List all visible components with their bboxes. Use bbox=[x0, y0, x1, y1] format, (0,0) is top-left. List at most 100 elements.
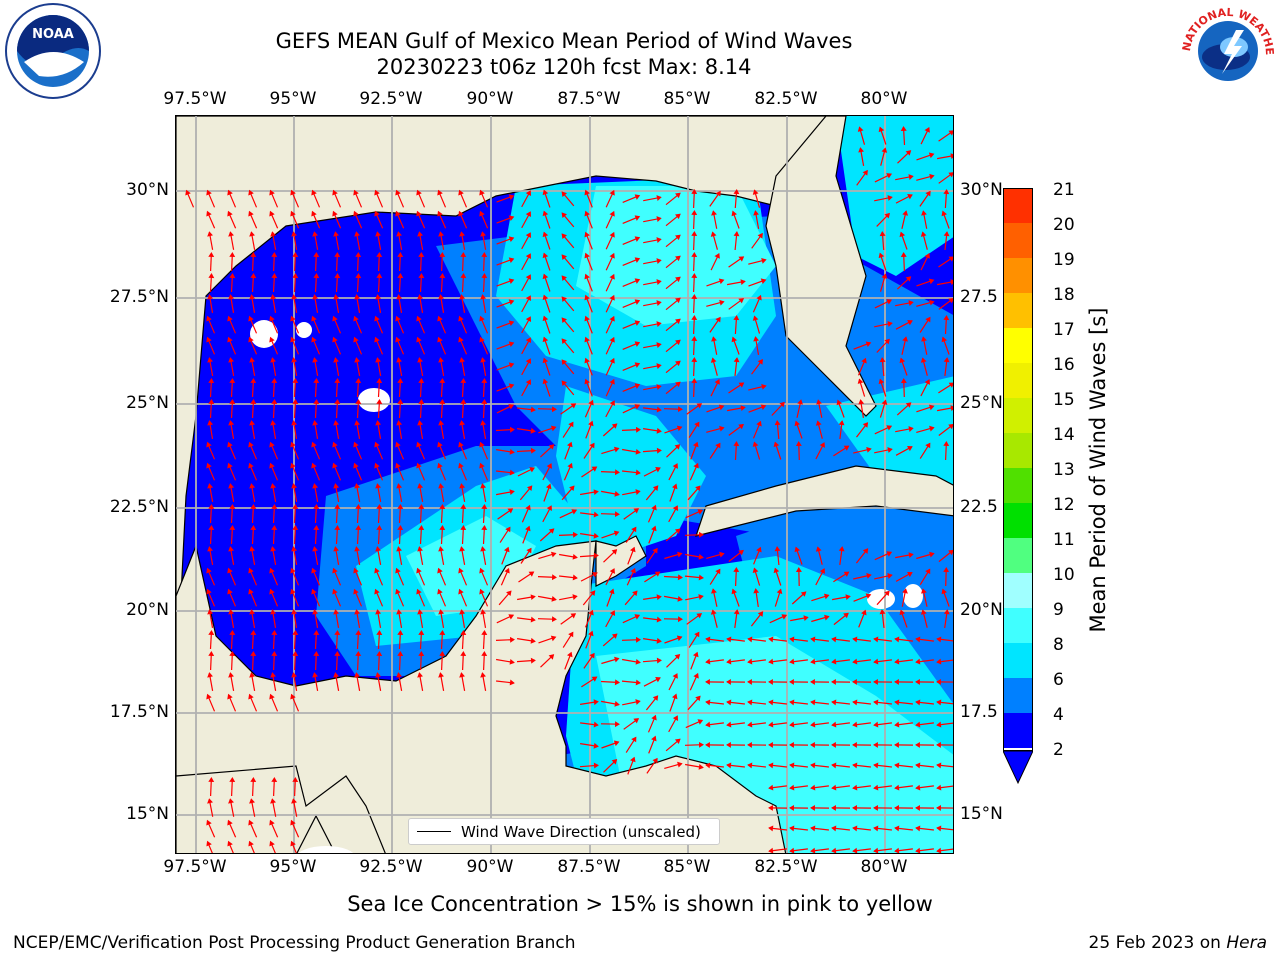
wave-arrow-head bbox=[292, 777, 299, 783]
wave-arrow-head bbox=[375, 231, 381, 237]
wave-arrow-head bbox=[852, 805, 858, 811]
colorbar-segment bbox=[1003, 258, 1033, 293]
wave-arrow-head bbox=[920, 231, 927, 237]
colorbar-tick-label: 10 bbox=[1053, 565, 1075, 585]
wave-arrow-head bbox=[530, 406, 536, 413]
wave-arrow-head bbox=[207, 357, 213, 363]
wave-arrow-head bbox=[460, 525, 467, 531]
wave-arrow-head bbox=[508, 215, 515, 222]
wave-arrow-head bbox=[480, 609, 487, 615]
wave-arrow-head bbox=[584, 336, 590, 343]
wave-arrow-head bbox=[397, 252, 404, 258]
wave-arrow-head bbox=[900, 126, 907, 132]
wave-arrow-head bbox=[396, 420, 403, 426]
wave-arrow-head bbox=[206, 462, 212, 469]
wave-arrow-head bbox=[354, 546, 360, 552]
wave-arrow-head bbox=[810, 699, 816, 706]
wave-arrow-head bbox=[884, 590, 890, 597]
wave-arrow-head bbox=[584, 189, 590, 196]
wave-arrow-head bbox=[886, 299, 892, 305]
lon-tick-top: 95°W bbox=[269, 89, 317, 109]
wave-arrow-head bbox=[333, 483, 340, 489]
wave-arrow-head bbox=[656, 279, 662, 285]
wave-arrow-head bbox=[929, 551, 935, 558]
wave-arrow-head bbox=[692, 651, 699, 658]
wave-arrow-head bbox=[355, 651, 362, 657]
wave-arrow-head bbox=[334, 630, 341, 636]
wave-arrow-head bbox=[915, 658, 921, 665]
wave-arrow-head bbox=[479, 336, 485, 343]
wave-arrow-head bbox=[768, 784, 774, 791]
wave-arrow-head bbox=[353, 441, 359, 448]
colorbar-tick-label: 15 bbox=[1053, 390, 1075, 410]
wave-arrow-head bbox=[334, 525, 341, 531]
wave-arrow-head bbox=[656, 342, 662, 348]
wave-arrow-head bbox=[584, 357, 590, 364]
wave-arrow-head bbox=[921, 210, 927, 216]
wave-arrow-head bbox=[459, 672, 465, 678]
wave-arrow-head bbox=[711, 336, 717, 342]
wave-arrow-head bbox=[459, 231, 465, 237]
wave-arrow-head bbox=[948, 172, 953, 178]
wave-arrow-head bbox=[886, 173, 892, 179]
wave-arrow-head bbox=[714, 253, 720, 259]
wave-arrow-head bbox=[529, 467, 535, 473]
wave-arrow-head bbox=[726, 762, 732, 769]
wave-arrow-head bbox=[752, 441, 759, 447]
wave-arrow-head bbox=[936, 762, 942, 769]
wave-arrow-head bbox=[437, 210, 443, 217]
wave-arrow-head bbox=[418, 378, 425, 384]
wave-arrow-head bbox=[546, 483, 552, 490]
wave-arrow-head bbox=[810, 742, 815, 748]
wave-arrow-head bbox=[908, 174, 914, 180]
wave-arrow-head bbox=[249, 357, 255, 363]
wave-arrow-head bbox=[550, 425, 557, 432]
colorbar-tick-label: 4 bbox=[1053, 705, 1064, 725]
wave-arrow-head bbox=[773, 441, 780, 448]
wave-arrow-head bbox=[333, 420, 340, 426]
wave-arrow-head bbox=[525, 379, 532, 385]
wave-arrow-head bbox=[334, 399, 341, 405]
wave-arrow-head bbox=[354, 672, 360, 678]
wave-arrow-head bbox=[248, 210, 254, 217]
wave-arrow-head bbox=[635, 699, 641, 705]
wave-arrow-head bbox=[631, 526, 637, 533]
wave-arrow-head bbox=[227, 189, 233, 196]
wave-arrow-head bbox=[738, 549, 744, 556]
wave-arrow-head bbox=[207, 546, 213, 552]
wave-arrow-head bbox=[879, 609, 886, 615]
wave-arrow-head bbox=[634, 383, 641, 389]
wave-arrow-head bbox=[438, 420, 445, 426]
wave-arrow-head bbox=[566, 441, 573, 448]
wave-arrow-head bbox=[561, 254, 567, 261]
wave-arrow-head bbox=[332, 189, 338, 196]
wave-arrow-head bbox=[479, 567, 485, 574]
wave-arrow-head bbox=[733, 315, 740, 321]
colorbar-segment bbox=[1003, 398, 1033, 433]
map-legend: Wind Wave Direction (unscaled) bbox=[408, 818, 720, 845]
wave-arrow-head bbox=[376, 252, 383, 258]
wave-arrow-head bbox=[655, 467, 661, 473]
wave-arrow-head bbox=[505, 526, 511, 533]
wave-arrow-head bbox=[395, 315, 401, 322]
wave-arrow-head bbox=[632, 590, 638, 597]
wave-arrow-head bbox=[208, 399, 215, 405]
wave-arrow-head bbox=[208, 525, 215, 531]
colorbar-tick-label: 8 bbox=[1053, 635, 1064, 655]
wave-arrow-head bbox=[719, 551, 725, 558]
wave-arrow-head bbox=[481, 630, 488, 636]
wave-arrow-head bbox=[789, 658, 795, 665]
wave-arrow-head bbox=[438, 546, 444, 552]
wave-arrow-head bbox=[227, 336, 233, 343]
wave-arrow-head bbox=[651, 525, 657, 532]
wave-arrow-head bbox=[269, 588, 275, 595]
wave-arrow-head bbox=[459, 294, 466, 300]
wave-arrow-head bbox=[634, 404, 641, 410]
wave-arrow-head bbox=[460, 504, 467, 510]
colorbar-segment bbox=[1003, 573, 1033, 608]
wave-arrow-head bbox=[312, 672, 318, 678]
wave-arrow-head bbox=[593, 721, 599, 728]
wave-arrow-head bbox=[332, 336, 338, 343]
wave-arrow-head bbox=[651, 504, 657, 511]
wave-arrow-head bbox=[753, 336, 760, 342]
